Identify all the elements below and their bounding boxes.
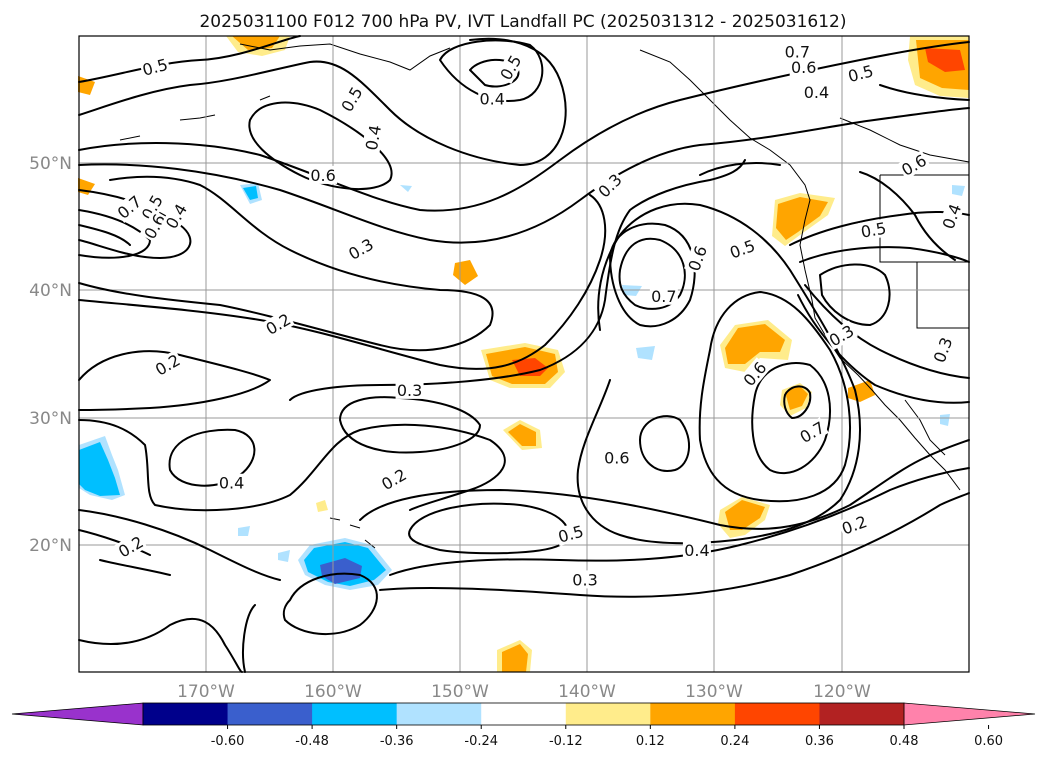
lon-label: 120°W: [813, 682, 871, 702]
colorbar-extension-high: [903, 702, 1036, 726]
contour-label: 0.4: [219, 474, 244, 493]
colorbar-segment: [227, 703, 313, 725]
contour-label-background: [783, 42, 812, 61]
contour-label: 0.4: [804, 83, 829, 102]
colorbar-tick-label: -0.48: [295, 734, 329, 749]
colorbar-segment: [734, 703, 820, 725]
contour-label-background: [344, 234, 378, 264]
colorbar-tick-label: 0.60: [974, 734, 1003, 749]
contour-label: 0.4: [479, 90, 504, 109]
lon-label: 130°W: [685, 682, 743, 702]
contour-label-background: [377, 464, 411, 494]
contour-label: 0.3: [397, 381, 422, 400]
contour-label-background: [795, 417, 829, 447]
lat-label: 40°N: [29, 281, 72, 301]
lon-axis: 170°W 160°W 150°W 140°W 130°W 120°W: [177, 682, 871, 702]
contour-label: 0.3: [572, 570, 597, 589]
contour-label-background: [938, 200, 965, 233]
contour-label-background: [593, 169, 627, 202]
colorbar-tick-label: -0.60: [211, 734, 245, 749]
contour-label-background: [554, 521, 587, 546]
contour-label-background: [858, 218, 889, 241]
contour-label-background: [738, 357, 771, 391]
contour-label-background: [395, 380, 424, 399]
contour-label: 0.4: [362, 123, 385, 151]
colorbar-tick-label: -0.36: [380, 734, 414, 749]
contour-label-background: [844, 60, 877, 86]
contour-label-background: [114, 531, 148, 562]
pv-contours: [78, 35, 970, 673]
contour-label-background: [261, 309, 295, 339]
colorbar-extension-low: [11, 702, 144, 726]
lat-label: 50°N: [29, 154, 72, 174]
contour-label: 0.6: [791, 58, 816, 77]
coastlines: [119, 43, 970, 549]
colorbar-frame: [142, 702, 905, 726]
contour-label-background: [684, 242, 711, 275]
colorbar-tick-label: -0.24: [464, 734, 498, 749]
contour-label-background: [217, 473, 246, 492]
contour-label-background: [929, 333, 956, 367]
contour-label-background: [112, 191, 146, 223]
contour-label: 0.7: [785, 43, 810, 62]
contour-label: 0.6: [310, 166, 335, 185]
contour-label-background: [150, 349, 185, 380]
colorbar-tick-label: 0.36: [805, 734, 834, 749]
contour-label-background: [571, 570, 600, 589]
colorbar-tick-label: 0.24: [720, 734, 749, 749]
colorbar-tick-label: 0.48: [890, 734, 919, 749]
colorbar-segment: [819, 703, 905, 725]
map-panel: 0.50.50.40.50.40.70.6 0.50.40.60.6 0.30.70…: [78, 35, 970, 673]
lat-label: 20°N: [29, 536, 72, 556]
lon-label: 170°W: [177, 682, 235, 702]
contour-label-background: [361, 122, 385, 153]
contour-label-background: [336, 82, 367, 116]
colorbar-segment: [312, 703, 398, 725]
colorbar: -0.60 -0.48 -0.36 -0.24 -0.12 0.12 0.24 0.36 0.4…: [11, 702, 1036, 749]
contour-label-background: [649, 286, 678, 305]
contour-label: 0.4: [684, 541, 709, 560]
colorbar-segment: [481, 703, 567, 725]
map-title: 2025031100 F012 700 hPa PV, IVT Landfall…: [199, 12, 846, 32]
contour-label-background: [309, 165, 338, 184]
contour-label-background: [478, 89, 507, 108]
colorbar-tick-label: -0.12: [549, 734, 583, 749]
contour-label: 0.5: [859, 219, 887, 242]
colorbar-tick-label: 0.12: [636, 734, 665, 749]
lon-label: 140°W: [558, 682, 616, 702]
contour-label-background: [495, 50, 526, 84]
contour-label-background: [137, 190, 167, 224]
contour-labels: 0.50.50.40.50.40.70.6 0.50.40.60.6 0.30.70…: [112, 42, 965, 589]
contour-label-background: [824, 320, 858, 351]
colorbar-segment: [143, 703, 229, 725]
contour-label-background: [139, 54, 171, 80]
contour-label-background: [897, 150, 931, 180]
lat-label: 30°N: [29, 409, 72, 429]
lon-label: 150°W: [431, 682, 489, 702]
contour-label-background: [139, 209, 170, 243]
contour-label-background: [726, 235, 759, 263]
map-frame: [78, 35, 970, 673]
colorbar-segment: [650, 703, 736, 725]
contour-label-background: [682, 541, 711, 560]
contour-label-background: [602, 448, 631, 467]
contour-label-background: [837, 511, 871, 539]
colorbar-segment: [396, 703, 482, 725]
contour-label: 0.6: [604, 448, 629, 467]
contour-label-background: [802, 83, 831, 102]
shaded-field: [78, 36, 969, 672]
colorbar-segment: [565, 703, 651, 725]
contour-label-background: [789, 57, 818, 76]
lon-label: 160°W: [304, 682, 362, 702]
lat-axis: 50°N 40°N 30°N 20°N: [29, 154, 72, 556]
contour-label: 0.7: [651, 287, 676, 306]
contour-label-background: [161, 199, 191, 233]
